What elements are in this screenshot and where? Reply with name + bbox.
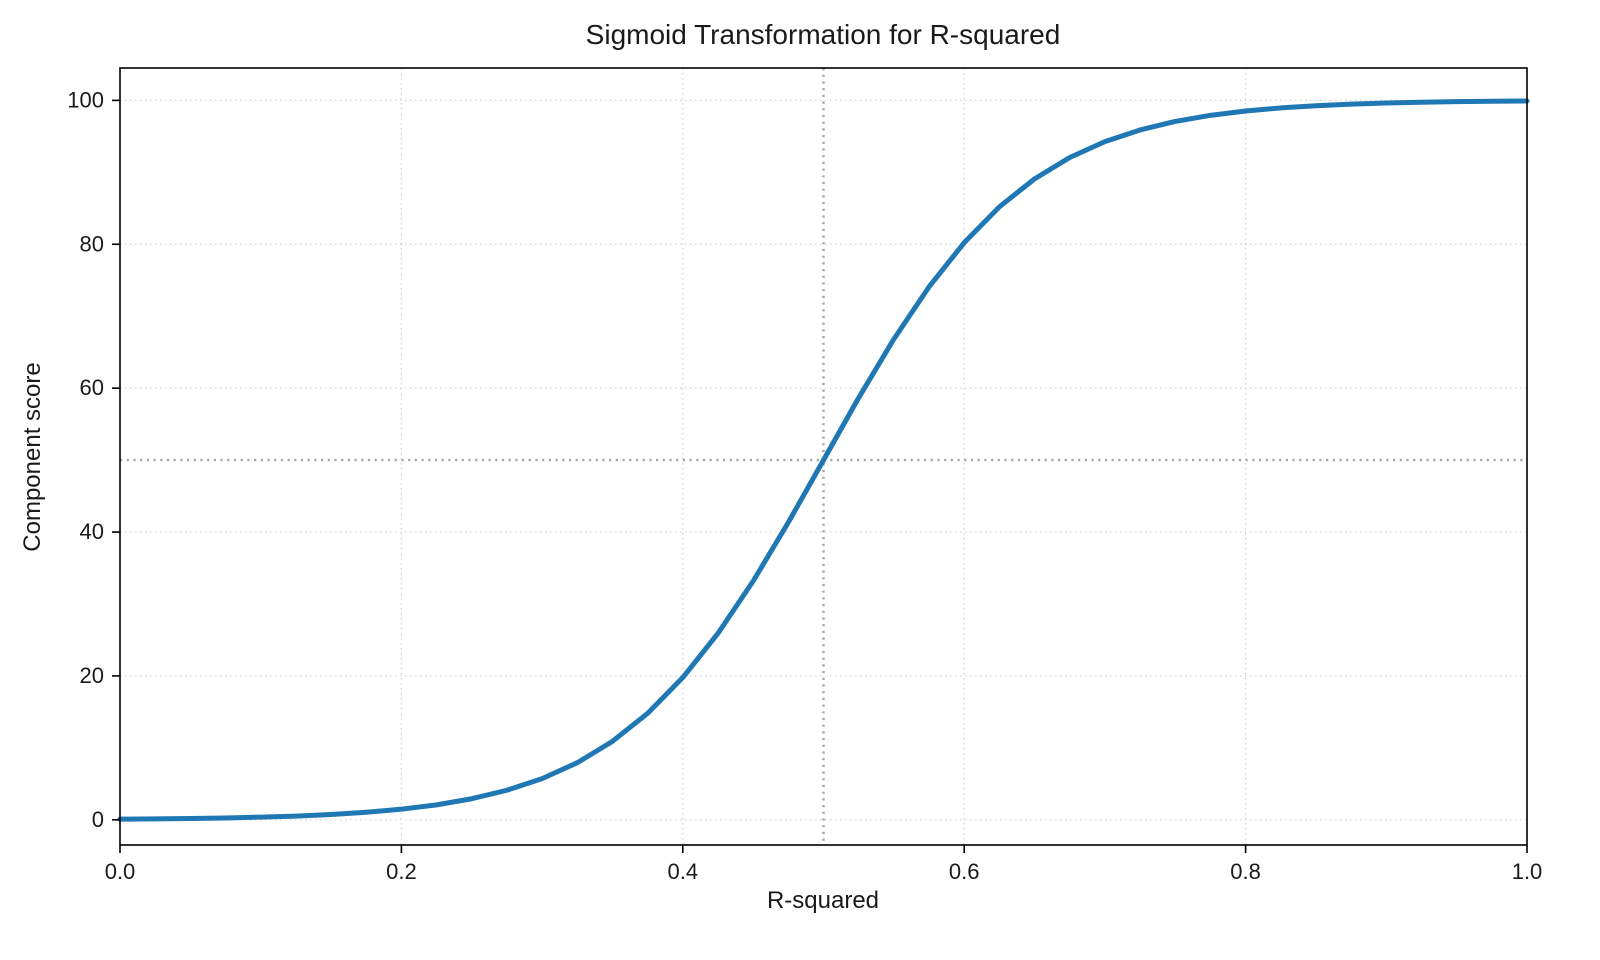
x-tick-label: 0.4 xyxy=(668,859,699,884)
y-tick-label: 80 xyxy=(80,231,104,256)
y-tick-label: 60 xyxy=(80,375,104,400)
chart-title: Sigmoid Transformation for R-squared xyxy=(586,19,1061,50)
x-axis-label: R-squared xyxy=(767,887,879,914)
y-tick-label: 100 xyxy=(67,87,104,112)
plot-area: 0.0 0.2 0.4 0.6 0.8 1.0 0 20 40 60 80 100 xyxy=(67,67,1543,884)
y-tick-label: 20 xyxy=(80,663,104,688)
y-tick-label: 0 xyxy=(92,807,104,832)
x-tick-label: 0.8 xyxy=(1230,859,1261,884)
sigmoid-curve xyxy=(117,98,1530,822)
x-tick-label: 0.2 xyxy=(386,859,417,884)
y-tick-label: 40 xyxy=(80,519,104,544)
axes-frame xyxy=(119,67,1528,846)
y-axis-label: Component score xyxy=(19,362,46,551)
x-tick-label: 1.0 xyxy=(1512,859,1543,884)
x-tick-label: 0.6 xyxy=(949,859,980,884)
x-tick-label: 0.0 xyxy=(105,859,136,884)
